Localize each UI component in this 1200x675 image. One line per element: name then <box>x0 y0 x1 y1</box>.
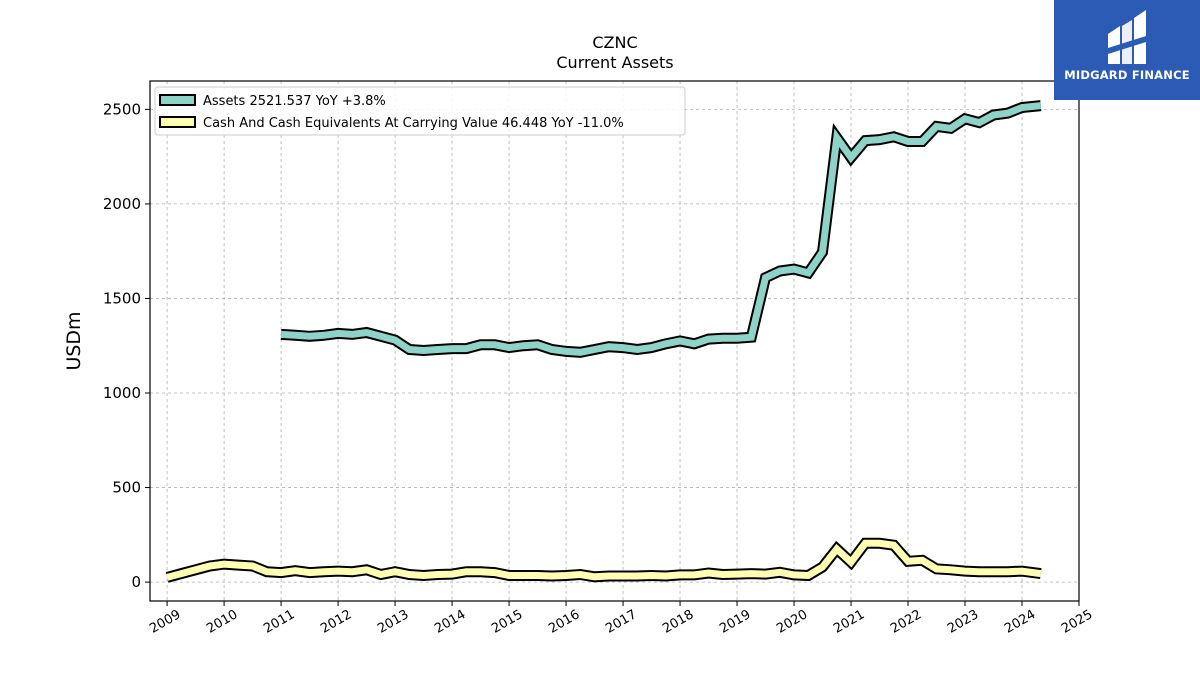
x-tick-label: 2013 <box>375 607 411 637</box>
plot-frame <box>149 80 1080 602</box>
y-tick-label: 2500 <box>103 100 141 118</box>
y-ticks: 0 500 1000 1500 2000 2500 <box>103 100 150 591</box>
brand-logo: MIDGARD FINANCE <box>1054 0 1200 100</box>
x-tick-label: 2025 <box>1059 607 1095 637</box>
x-tick-label: 2015 <box>489 607 525 637</box>
x-tick-label: 2010 <box>204 607 240 637</box>
y-tick-label: 500 <box>112 479 141 497</box>
x-tick-label: 2022 <box>888 607 924 637</box>
series-cash-line <box>165 537 1042 583</box>
x-tick-label: 2014 <box>432 607 468 637</box>
chart-title: CZNC <box>592 33 637 52</box>
x-tick-label: 2009 <box>147 607 183 637</box>
y-tick-label: 2000 <box>103 195 141 213</box>
x-tick-label: 2011 <box>261 607 297 637</box>
logo-mark-icon <box>1108 10 1146 64</box>
legend: Assets 2521.537 YoY +3.8% Cash And Cash E… <box>154 86 686 136</box>
legend-swatch <box>159 94 196 106</box>
x-tick-label: 2018 <box>660 607 696 637</box>
x-tick-label: 2021 <box>831 607 867 637</box>
x-tick-label: 2012 <box>318 607 354 637</box>
x-ticks: 2009 2010 2011 2012 2013 2014 2015 2016 2017 2018… <box>147 601 1095 637</box>
chart-subtitle: Current Assets <box>556 53 673 72</box>
y-tick-label: 1500 <box>103 289 141 307</box>
x-tick-label: 2019 <box>717 607 753 637</box>
x-tick-label: 2024 <box>1002 607 1038 637</box>
y-tick-label: 1000 <box>103 384 141 402</box>
legend-label: Cash And Cash Equivalents At Carrying Va… <box>203 116 624 131</box>
x-tick-label: 2016 <box>546 607 582 637</box>
grid <box>150 81 1080 601</box>
legend-label: Assets 2521.537 YoY +3.8% <box>203 94 386 109</box>
series-lines <box>165 100 1042 583</box>
x-tick-label: 2020 <box>774 607 810 637</box>
x-tick-label: 2017 <box>603 607 639 637</box>
y-tick-label: 0 <box>131 573 141 591</box>
legend-swatch <box>159 116 196 128</box>
y-axis-label: USDm <box>63 311 85 370</box>
x-tick-label: 2023 <box>945 607 981 637</box>
series-assets-line <box>280 100 1042 358</box>
logo-text: MIDGARD FINANCE <box>1064 68 1190 82</box>
legend-box <box>154 86 686 136</box>
